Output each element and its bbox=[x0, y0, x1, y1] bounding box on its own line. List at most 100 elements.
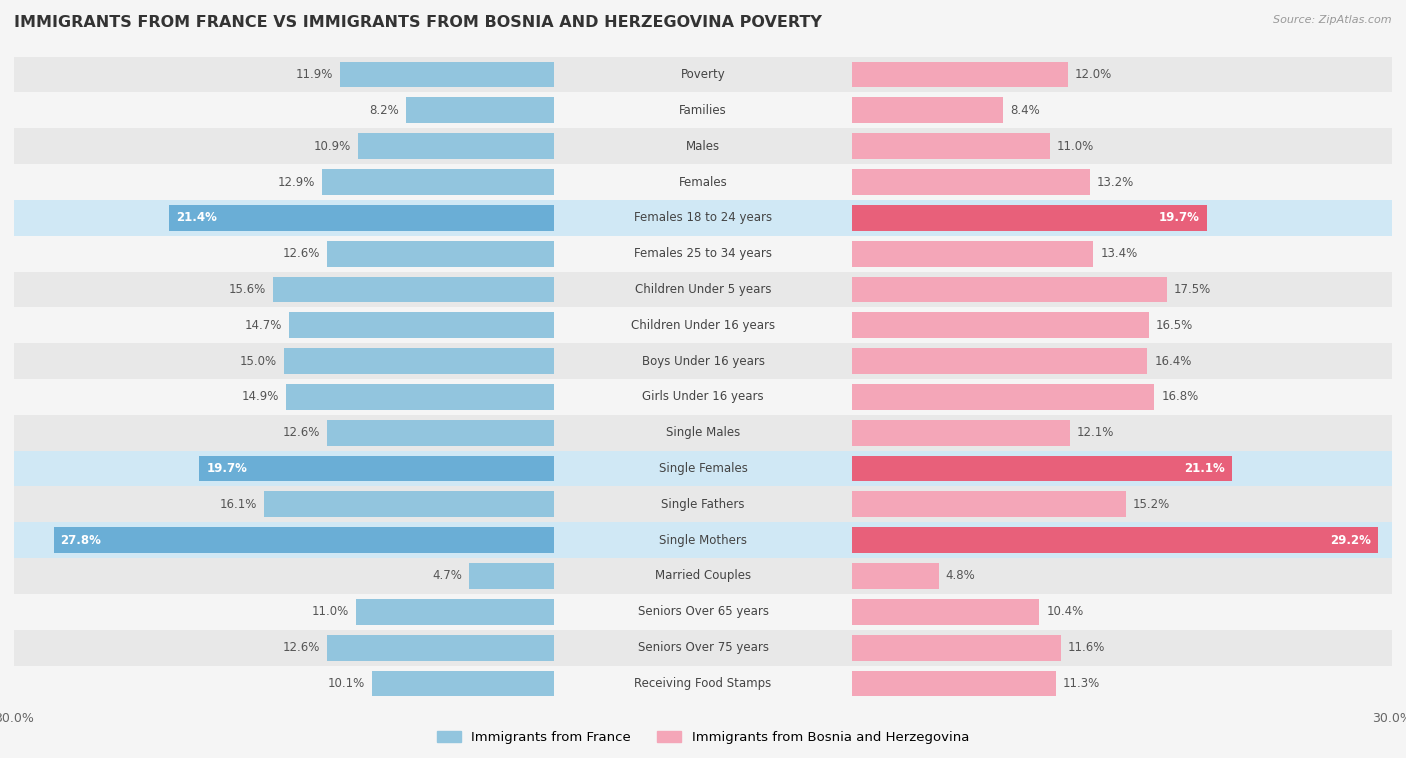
Bar bbox=[14, 236, 1392, 271]
Text: 11.6%: 11.6% bbox=[1067, 641, 1105, 654]
Text: Children Under 16 years: Children Under 16 years bbox=[631, 319, 775, 332]
Text: Boys Under 16 years: Boys Under 16 years bbox=[641, 355, 765, 368]
Text: Single Mothers: Single Mothers bbox=[659, 534, 747, 547]
Bar bbox=[14, 594, 1392, 630]
Legend: Immigrants from France, Immigrants from Bosnia and Herzegovina: Immigrants from France, Immigrants from … bbox=[437, 731, 969, 744]
Bar bbox=[373, 671, 554, 697]
Bar bbox=[322, 169, 554, 195]
Text: 12.6%: 12.6% bbox=[283, 247, 321, 260]
Bar bbox=[14, 415, 1392, 451]
Bar bbox=[285, 384, 554, 410]
Bar bbox=[14, 128, 1392, 164]
Bar bbox=[14, 379, 1392, 415]
Text: 10.1%: 10.1% bbox=[328, 677, 366, 690]
Text: 29.2%: 29.2% bbox=[1330, 534, 1371, 547]
Text: 16.4%: 16.4% bbox=[1154, 355, 1191, 368]
Text: 8.2%: 8.2% bbox=[370, 104, 399, 117]
Bar bbox=[14, 487, 1392, 522]
Bar bbox=[852, 420, 1070, 446]
Text: Families: Families bbox=[679, 104, 727, 117]
Bar bbox=[14, 343, 1392, 379]
Bar bbox=[14, 307, 1392, 343]
Text: 27.8%: 27.8% bbox=[60, 534, 101, 547]
Bar bbox=[290, 312, 554, 338]
Text: 12.1%: 12.1% bbox=[1077, 426, 1114, 439]
Text: 4.8%: 4.8% bbox=[945, 569, 976, 582]
Text: 14.9%: 14.9% bbox=[242, 390, 278, 403]
Bar bbox=[273, 277, 554, 302]
Bar bbox=[14, 451, 1392, 487]
Text: 16.1%: 16.1% bbox=[219, 498, 257, 511]
Text: 11.0%: 11.0% bbox=[1057, 139, 1094, 152]
Bar bbox=[14, 200, 1392, 236]
Bar bbox=[14, 92, 1392, 128]
Text: Source: ZipAtlas.com: Source: ZipAtlas.com bbox=[1274, 15, 1392, 25]
Text: 15.6%: 15.6% bbox=[229, 283, 266, 296]
Bar bbox=[852, 312, 1149, 338]
Text: 11.3%: 11.3% bbox=[1063, 677, 1099, 690]
Bar bbox=[357, 133, 554, 159]
Bar bbox=[852, 384, 1154, 410]
Text: Females: Females bbox=[679, 176, 727, 189]
Text: 21.1%: 21.1% bbox=[1184, 462, 1225, 475]
Bar bbox=[852, 599, 1039, 625]
Bar bbox=[852, 456, 1232, 481]
Text: 4.7%: 4.7% bbox=[433, 569, 463, 582]
Text: 16.8%: 16.8% bbox=[1161, 390, 1199, 403]
Text: 8.4%: 8.4% bbox=[1011, 104, 1040, 117]
Bar bbox=[53, 528, 554, 553]
Bar bbox=[14, 57, 1392, 92]
Text: Girls Under 16 years: Girls Under 16 years bbox=[643, 390, 763, 403]
Text: 21.4%: 21.4% bbox=[176, 211, 217, 224]
Bar bbox=[14, 522, 1392, 558]
Text: Poverty: Poverty bbox=[681, 68, 725, 81]
Text: 12.9%: 12.9% bbox=[277, 176, 315, 189]
Bar bbox=[340, 61, 554, 87]
Text: 14.7%: 14.7% bbox=[245, 319, 283, 332]
Text: 10.9%: 10.9% bbox=[314, 139, 350, 152]
Bar bbox=[328, 241, 554, 267]
Text: 13.4%: 13.4% bbox=[1101, 247, 1137, 260]
Bar bbox=[14, 164, 1392, 200]
Bar bbox=[852, 169, 1090, 195]
Bar bbox=[200, 456, 554, 481]
Text: 12.0%: 12.0% bbox=[1076, 68, 1112, 81]
Text: 15.0%: 15.0% bbox=[240, 355, 277, 368]
Bar bbox=[852, 61, 1069, 87]
Bar bbox=[264, 491, 554, 517]
Text: 19.7%: 19.7% bbox=[1159, 211, 1199, 224]
Text: Seniors Over 75 years: Seniors Over 75 years bbox=[637, 641, 769, 654]
Bar bbox=[14, 630, 1392, 666]
Bar bbox=[14, 558, 1392, 594]
Text: Children Under 5 years: Children Under 5 years bbox=[634, 283, 772, 296]
Text: Males: Males bbox=[686, 139, 720, 152]
Text: Females 25 to 34 years: Females 25 to 34 years bbox=[634, 247, 772, 260]
Text: Married Couples: Married Couples bbox=[655, 569, 751, 582]
Bar bbox=[852, 634, 1062, 660]
Bar bbox=[328, 634, 554, 660]
Bar bbox=[328, 420, 554, 446]
Text: 12.6%: 12.6% bbox=[283, 426, 321, 439]
Text: IMMIGRANTS FROM FRANCE VS IMMIGRANTS FROM BOSNIA AND HERZEGOVINA POVERTY: IMMIGRANTS FROM FRANCE VS IMMIGRANTS FRO… bbox=[14, 15, 823, 30]
Text: 16.5%: 16.5% bbox=[1156, 319, 1194, 332]
Bar bbox=[852, 563, 939, 589]
Bar bbox=[852, 133, 1050, 159]
Text: 12.6%: 12.6% bbox=[283, 641, 321, 654]
Bar bbox=[852, 348, 1147, 374]
Bar bbox=[852, 671, 1056, 697]
Bar bbox=[356, 599, 554, 625]
Text: Receiving Food Stamps: Receiving Food Stamps bbox=[634, 677, 772, 690]
Text: Single Females: Single Females bbox=[658, 462, 748, 475]
Text: 15.2%: 15.2% bbox=[1133, 498, 1170, 511]
Bar bbox=[284, 348, 554, 374]
Bar bbox=[14, 666, 1392, 701]
Bar bbox=[852, 98, 1004, 124]
Text: 11.0%: 11.0% bbox=[312, 606, 349, 619]
Bar bbox=[852, 205, 1206, 230]
Text: 11.9%: 11.9% bbox=[295, 68, 333, 81]
Bar bbox=[852, 528, 1378, 553]
Text: 13.2%: 13.2% bbox=[1097, 176, 1133, 189]
Bar bbox=[169, 205, 554, 230]
Text: 10.4%: 10.4% bbox=[1046, 606, 1084, 619]
Bar bbox=[852, 241, 1094, 267]
